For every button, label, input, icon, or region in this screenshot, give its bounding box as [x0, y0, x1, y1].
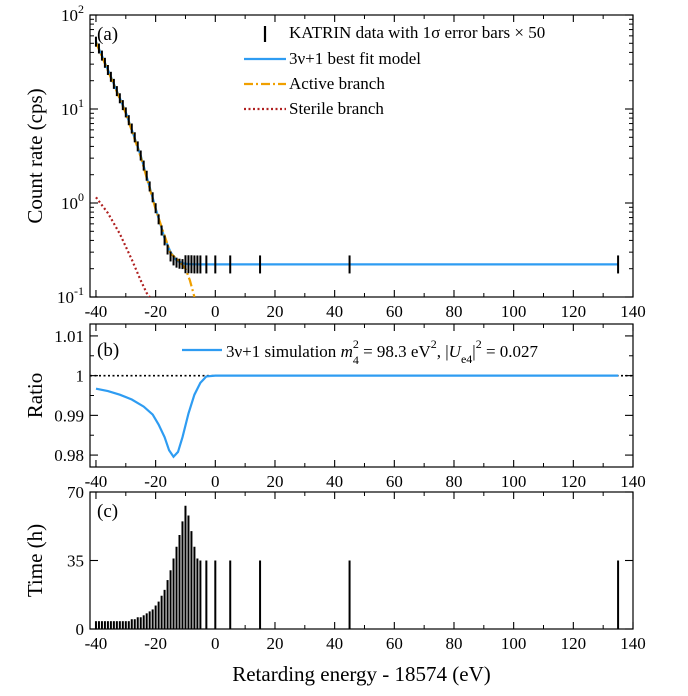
y-tick-label: 35 [67, 552, 84, 571]
legend-label-data: KATRIN data with 1σ error bars × 50 [289, 23, 545, 42]
x-tick-label: 20 [266, 472, 283, 491]
x-tick-label: 80 [445, 634, 462, 653]
y-tick-label: 10-1 [57, 284, 84, 307]
legend-a: KATRIN data with 1σ error bars × 50 3ν+1 … [244, 23, 545, 118]
y-tick-label: 0.98 [54, 446, 84, 465]
panel-b: -40 -20 0 20 40 60 80 100 120 140 1.01 1 0.99 0.98 (b)… [23, 323, 646, 491]
y-axis-title-c: Time (h) [23, 524, 47, 597]
legend-label-simulation: 3ν+1 simulation m2 4 = 98.3 eV2, |Ue4|2 =… [226, 337, 539, 367]
x-axis-title: Retarding energy - 18574 (eV) [232, 662, 491, 686]
x-tick-label: 140 [620, 634, 646, 653]
panel-c: -40 -20 0 20 40 60 80 100 120 140 70 35 0 (c) Time (h) [23, 483, 646, 653]
x-tick-label: 60 [386, 302, 403, 321]
x-tick-label: 100 [501, 302, 527, 321]
x-tick-label: 120 [561, 634, 587, 653]
x-tick-label: 0 [211, 634, 220, 653]
x-tick-label: 100 [501, 472, 527, 491]
legend-label-active: Active branch [289, 74, 385, 93]
x-tick-label: 20 [266, 634, 283, 653]
y-tick-label: 70 [67, 483, 84, 502]
x-tick-label: 140 [620, 472, 646, 491]
x-tick-label: -40 [85, 472, 108, 491]
y-axis-title-b: Ratio [23, 373, 47, 419]
y-axis-title-a: Count rate (cps) [23, 88, 47, 223]
x-tick-label: -20 [144, 302, 167, 321]
legend-b: 3ν+1 simulation m2 4 = 98.3 eV2, |Ue4|2 =… [182, 337, 539, 367]
x-tick-label: 0 [211, 302, 220, 321]
legend-label-sterile: Sterile branch [289, 99, 384, 118]
panel-label-c: (c) [97, 501, 118, 522]
x-tick-label: 120 [561, 472, 587, 491]
plot-frame [89, 14, 634, 298]
y-tick-label: 1.01 [54, 327, 84, 346]
y-tick-label: 102 [61, 2, 84, 25]
x-tick-label: 20 [266, 302, 283, 321]
x-tick-label: 40 [326, 634, 343, 653]
x-tick-label: -20 [144, 472, 167, 491]
x-tick-label: 100 [501, 634, 527, 653]
y-tick-label: 100 [61, 190, 84, 213]
x-tick-label: -20 [144, 634, 167, 653]
y-tick-label: 101 [61, 96, 84, 119]
x-tick-label: -40 [85, 634, 108, 653]
ratio-line [95, 374, 619, 459]
x-tick-label: -40 [85, 302, 108, 321]
x-tick-label: 60 [386, 634, 403, 653]
legend-label-model: 3ν+1 best fit model [289, 49, 421, 68]
x-tick-label: 40 [326, 302, 343, 321]
x-tick-label: 120 [561, 302, 587, 321]
x-tick-label: 0 [211, 472, 220, 491]
x-tick-label: 80 [445, 302, 462, 321]
x-tick-label: 140 [620, 302, 646, 321]
y-tick-label: 0.99 [54, 406, 84, 425]
x-tick-label: 60 [386, 472, 403, 491]
y-tick-label: 0 [76, 620, 85, 639]
sterile-branch-line [95, 196, 151, 297]
panel-a: -40 -20 0 20 40 60 80 100 120 140 102 101 100 10-1 (a)… [23, 2, 646, 321]
x-tick-label: 40 [326, 472, 343, 491]
series-group [94, 36, 620, 297]
panel-label-b: (b) [97, 340, 119, 361]
y-tick-label: 1 [76, 367, 85, 386]
x-tick-label: 80 [445, 472, 462, 491]
panel-label-a: (a) [97, 24, 118, 45]
